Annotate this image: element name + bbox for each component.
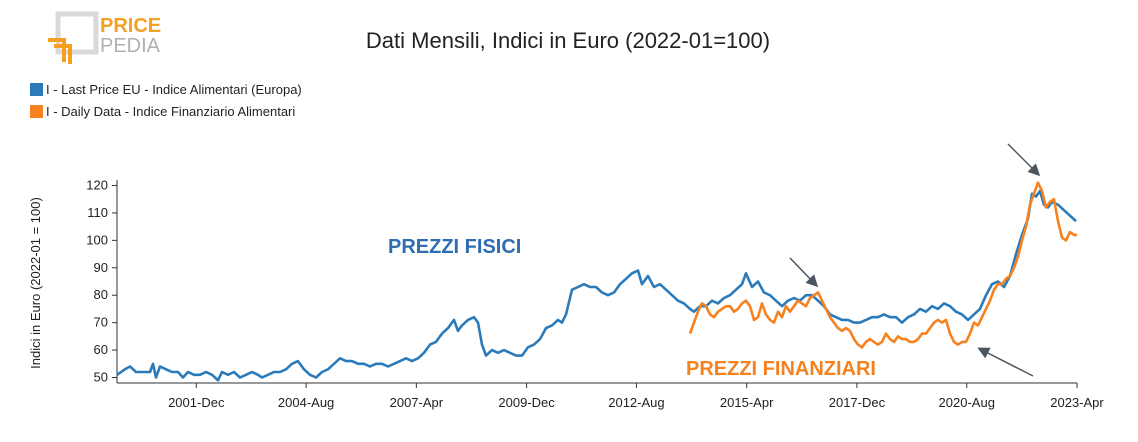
y-tick-label: 120 <box>86 177 108 192</box>
pricepedia-logo: PRICE PEDIA <box>48 11 161 64</box>
x-tick-label: 2007-Apr <box>390 395 444 410</box>
arrow-mid <box>789 257 819 288</box>
logo-text-pedia: PEDIA <box>100 35 161 57</box>
x-tick-label: 2020-Aug <box>939 395 995 410</box>
chart-title: Dati Mensili, Indici in Euro (2022-01=10… <box>366 28 770 53</box>
annotation-prezzi-finanziari: PREZZI FINANZIARI <box>686 358 876 380</box>
legend-swatch-financial <box>30 105 43 118</box>
y-tick-label: 70 <box>94 315 108 330</box>
series-line-financial-prices[interactable] <box>688 181 1077 349</box>
series-line-physical-prices[interactable] <box>116 189 1077 382</box>
logo-text-price: PRICE <box>100 15 161 37</box>
logo-bracket-orange <box>48 38 66 62</box>
x-tick-label: 2012-Aug <box>608 395 664 410</box>
x-axis: 2001-Dec 2004-Aug 2007-Apr 2009-Dec 2012-Aug… <box>117 382 1104 410</box>
logo-square-gray <box>55 11 99 55</box>
arrow-peak <box>1007 143 1041 177</box>
legend[interactable]: I - Last Price EU - Indice Alimentari (E… <box>30 82 302 119</box>
legend-label-financial: I - Daily Data - Indice Finanziario Alim… <box>46 104 295 119</box>
legend-label-physical: I - Last Price EU - Indice Alimentari (E… <box>46 82 302 97</box>
x-tick-label: 2017-Dec <box>829 395 886 410</box>
x-tick-label: 2015-Apr <box>720 395 774 410</box>
y-axis-title: Indici in Euro (2022-01 = 100) <box>28 197 43 369</box>
x-tick-label: 2004-Aug <box>278 395 334 410</box>
x-tick-label: 2023-Apr <box>1050 395 1104 410</box>
y-tick-label: 110 <box>87 205 108 220</box>
logo-bracket-orange-2 <box>54 44 72 64</box>
y-axis: 50 60 70 80 90 100 110 120 <box>86 177 118 385</box>
x-tick-label: 2009-Dec <box>498 395 555 410</box>
arrow-low <box>977 347 1034 377</box>
x-tick-label: 2001-Dec <box>168 395 225 410</box>
y-tick-label: 50 <box>94 370 108 385</box>
y-tick-label: 60 <box>94 342 108 357</box>
y-tick-label: 80 <box>94 287 108 302</box>
legend-swatch-physical <box>30 83 43 96</box>
y-tick-label: 90 <box>94 260 108 275</box>
y-tick-label: 100 <box>86 232 108 247</box>
series-layer <box>116 181 1077 382</box>
annotation-prezzi-fisici: PREZZI FISICI <box>388 236 521 258</box>
